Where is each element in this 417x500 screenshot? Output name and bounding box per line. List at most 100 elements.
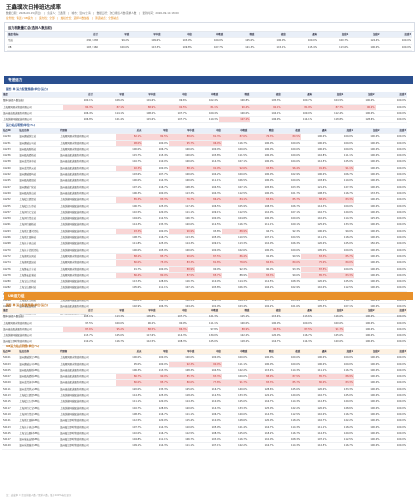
- table-cell: 上海快捷同城配送有限公司: [58, 209, 116, 217]
- table-cell: 87.5%: [195, 253, 222, 261]
- table-cell: 上海快捷同城配送有限公司: [2, 116, 63, 124]
- table-cell: 105.6%: [115, 284, 143, 292]
- table-cell: 115.4%: [250, 313, 282, 321]
- table-cell: 100.0%: [380, 278, 407, 286]
- filter-line: 业务线：专送 / UB运力 | 运力档：全部 | 加权方式：选择人数加权 | 筛…: [6, 17, 119, 20]
- table-cell: 114.3%: [115, 392, 143, 400]
- table-cell: 110.0%: [195, 278, 222, 286]
- table-cell: 102.6%: [221, 247, 249, 254]
- table-cell: 140.0%: [221, 386, 249, 394]
- table-cell: 100.0%: [354, 417, 381, 425]
- table-cell: 100.0%: [380, 297, 407, 305]
- table-cell: 121.3%: [187, 313, 220, 321]
- table-cell: 100.0%: [274, 152, 302, 160]
- table-cell: 96.4%: [274, 165, 302, 173]
- table-cell: 82.1%: [115, 133, 143, 141]
- table-cell: 114.3%: [156, 332, 188, 340]
- table-cell: 106.3%: [274, 240, 302, 248]
- table-cell: 96.2%: [125, 320, 157, 327]
- table-cell: 100.0%: [380, 140, 407, 147]
- table-cell: 107.7%: [156, 313, 188, 321]
- table-cell: 81.3%: [195, 133, 222, 141]
- table-cell: 109.1%: [221, 297, 249, 305]
- header-cell: 维度/指标: [7, 32, 68, 39]
- table-cell: 107.7%: [192, 44, 225, 51]
- table-cell: 106.7%: [168, 215, 196, 223]
- table-cell: 41247: [2, 184, 19, 191]
- table-cell: 92.1%: [250, 104, 282, 111]
- table-cell: 128.6%: [221, 417, 249, 425]
- table-cell: 114.3%: [168, 398, 196, 406]
- table-cell: 上海松江九亭站: [18, 203, 59, 210]
- table-cell: 111.1%: [248, 221, 275, 229]
- table-cell: 114.3%: [248, 411, 275, 419]
- table-cell: 80.0%: [115, 379, 143, 387]
- table-cell: 100.7%: [281, 97, 313, 105]
- table-cell: 41242: [2, 171, 19, 179]
- table-row: 41276 上海静安大宁站 上海顺风顺水物流有限公司 91.7% 100.0% 88.9%…: [2, 266, 407, 273]
- table-cell: 上海顺风顺水物流有限公司: [2, 320, 63, 327]
- table-row: 上海顺风顺水物流有限公司 97.5% 100.0% 96.2% 90.9% 111.1% 1…: [2, 320, 407, 327]
- table-cell: 80.0%: [327, 259, 355, 267]
- table-cell: 111.1%: [142, 436, 169, 444]
- header-cell: 加班2: [354, 128, 381, 135]
- table-cell: 92.6%: [221, 165, 249, 173]
- table-cell: 上海长宁天山UB站: [18, 424, 59, 431]
- table-cell: 124.4%: [349, 37, 381, 45]
- table-cell: 100.0%: [375, 104, 407, 111]
- table-cell: 100.0%: [375, 97, 407, 105]
- table-cell: 上海快捷同城配送有限公司: [58, 228, 116, 236]
- header-cell: 夜班: [250, 92, 282, 99]
- header-cell: 加班2: [354, 349, 381, 356]
- table-cell: 41276: [2, 266, 19, 273]
- table-cell: 92.3%: [168, 361, 196, 368]
- table-cell: 104.1%: [250, 110, 282, 118]
- table-cell: 114.3%: [281, 338, 313, 346]
- table-cell: 85.7%: [142, 253, 169, 261]
- table-cell: 52123: [2, 424, 19, 431]
- table-row: 41282 上海宝山顾村站 上海快捷同城配送有限公司 105.6% 111.1% 107.…: [2, 284, 407, 292]
- table-cell: 108.3%: [274, 278, 302, 286]
- table-cell: 52127: [2, 436, 19, 444]
- table-cell: 100.0%: [380, 424, 407, 431]
- table-cell: 52111: [2, 386, 19, 394]
- table-cell: 100.0%: [354, 228, 381, 236]
- table-cell: 111.1%: [301, 424, 328, 431]
- table-cell: 上海松江泗泾站: [18, 196, 59, 204]
- header-cell: 通宵: [301, 128, 328, 135]
- table-cell: 109.8%: [125, 313, 157, 321]
- table-cell: 100.0%: [380, 253, 407, 261]
- table-cell: 上海快捷同城配送有限公司: [58, 284, 116, 292]
- table-cell: 100.0%: [380, 44, 412, 51]
- table-row: 52105 温州瓯海新桥UB站 温州速达配送服务有限公司 106.3% 113.3% 10…: [2, 367, 407, 375]
- table-cell: 128.6%: [344, 116, 376, 124]
- table-cell: 52119: [2, 411, 19, 419]
- table-cell: 100.0%: [248, 177, 275, 185]
- data-table: 维度 总计 早班 早中班 中班 中晚班 晚班 夜班 通宵 加班1 加班2 加班3 整体(选择人数加权) 1…: [2, 308, 407, 346]
- table-cell: 116.7%: [221, 221, 249, 229]
- table-cell: 100.0%: [380, 146, 407, 154]
- table-cell: 104.2%: [195, 171, 222, 179]
- table-cell: 95.7%: [168, 140, 196, 147]
- table-cell: 114.3%: [301, 203, 328, 210]
- table-cell: 104.5%: [195, 367, 222, 375]
- table-cell: 100.0%: [115, 354, 143, 362]
- header-cell: 加班3: [375, 92, 407, 99]
- table-cell: 温州速达配送服务有限公司: [58, 386, 116, 394]
- table-cell: 温州速达配送服务有限公司: [58, 190, 116, 198]
- table-cell: 83.3%: [301, 253, 328, 261]
- table-cell: 113.3%: [168, 234, 196, 242]
- table-row: 41274 上海普陀真如站 上海顺风顺水物流有限公司 80.0% 75.0% 83.3% 8…: [2, 259, 407, 267]
- table-cell: 100.0%: [248, 152, 275, 160]
- table-cell: 112.5%: [125, 338, 157, 346]
- table-cell: 96.0%: [195, 140, 222, 147]
- table-cell: 100.0%: [380, 165, 407, 173]
- table-cell: 93.8%: [195, 228, 222, 236]
- table-cell: 111.8%: [115, 240, 143, 248]
- table-cell: 120.0%: [327, 430, 355, 438]
- table-cell: 111.1%: [187, 320, 220, 327]
- table-cell: 114.3%: [274, 367, 302, 375]
- table-cell: 107.7%: [142, 171, 169, 179]
- table-cell: 115.4%: [142, 152, 169, 160]
- table-cell: 104.5%: [312, 97, 345, 105]
